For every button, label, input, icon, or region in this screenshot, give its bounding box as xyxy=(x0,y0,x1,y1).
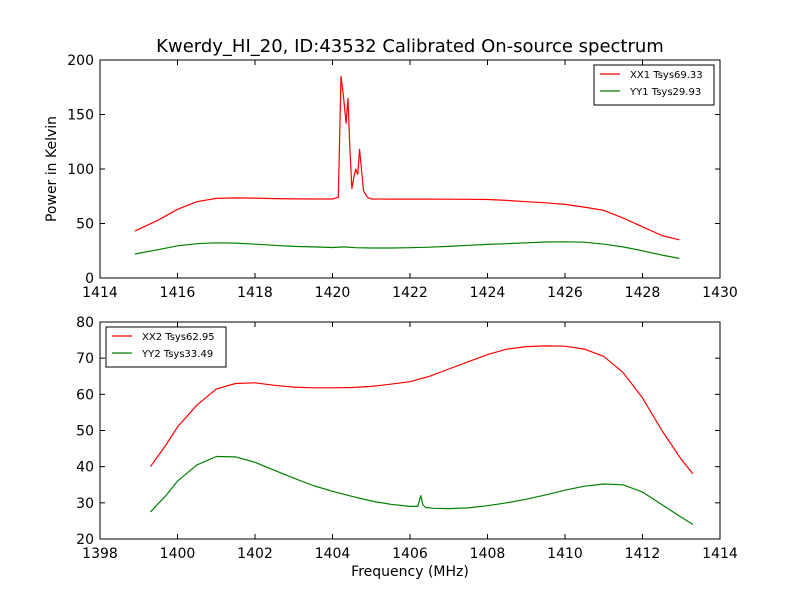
series-line-0-0 xyxy=(134,75,680,241)
legend-label: XX1 Tsys69.33 xyxy=(630,70,703,81)
legend-label: YY2 Tsys33.49 xyxy=(141,349,213,360)
x-tick-label: 1406 xyxy=(392,546,428,562)
y-tick-label: 30 xyxy=(76,496,94,512)
x-tick-label: 1428 xyxy=(625,285,661,301)
bottom-panel: 1398 1400 1402 1404 1406 1408 1410 1412 1414 20 30… xyxy=(76,315,738,580)
y-tick-label: 60 xyxy=(76,387,94,403)
series-line-1-0 xyxy=(149,345,694,475)
legend-label: YY1 Tsys29.93 xyxy=(629,87,701,98)
y-axis-label: Power in Kelvin xyxy=(44,116,60,222)
legend-box xyxy=(593,64,715,106)
x-tick-label: 1424 xyxy=(470,285,506,301)
y-tick-label: 200 xyxy=(67,53,94,69)
x-tick-label: 1426 xyxy=(547,285,583,301)
x-tick-label: 1418 xyxy=(237,285,273,301)
x-tick-label: 1404 xyxy=(315,546,351,562)
x-tick-label: 1398 xyxy=(82,546,118,562)
top-panel: 1414 1416 1418 1420 1422 1424 1426 1428 1430 0 50 1… xyxy=(44,53,738,301)
x-tick-label: 1430 xyxy=(702,285,738,301)
x-tick-label: 1408 xyxy=(470,546,506,562)
chart-title: Kwerdy_HI_20, ID:43532 Calibrated On-sou… xyxy=(156,36,664,57)
y-tick-label: 150 xyxy=(67,108,94,124)
series-line-1-1 xyxy=(149,455,694,526)
x-axis-label: Frequency (MHz) xyxy=(351,564,469,580)
y-tick-label: 70 xyxy=(76,351,94,367)
y-tick-label: 40 xyxy=(76,460,94,476)
y-tick-label: 50 xyxy=(76,217,94,233)
y-tick-label: 100 xyxy=(67,162,94,178)
legend-label: XX2 Tsys62.95 xyxy=(142,332,215,343)
x-tick-label: 1400 xyxy=(160,546,196,562)
x-tick-label: 1422 xyxy=(392,285,428,301)
y-tick-label: 50 xyxy=(76,424,94,440)
y-tick-label: 0 xyxy=(85,271,94,287)
x-tick-label: 1402 xyxy=(237,546,273,562)
y-tick-label: 80 xyxy=(76,315,94,331)
x-tick-label: 1414 xyxy=(82,285,118,301)
series-line-0-1 xyxy=(134,241,680,259)
y-tick-label: 20 xyxy=(76,532,94,548)
x-tick-label: 1414 xyxy=(702,546,738,562)
x-tick-label: 1410 xyxy=(547,546,583,562)
legend-box xyxy=(105,326,227,368)
x-tick-label: 1420 xyxy=(315,285,351,301)
x-tick-label: 1416 xyxy=(160,285,196,301)
x-tick-label: 1412 xyxy=(625,546,661,562)
